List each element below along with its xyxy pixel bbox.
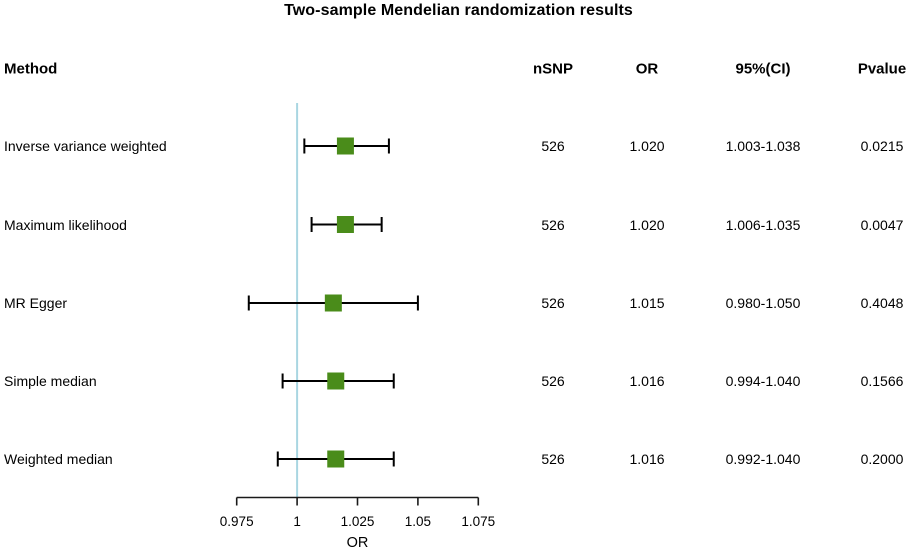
column-header-or: OR	[635, 60, 659, 78]
column-header-nsnp: nSNP	[532, 60, 574, 78]
point-estimate-marker	[327, 372, 345, 390]
row-nsnp-value: 526	[541, 138, 565, 154]
row-or-value: 1.016	[629, 451, 665, 467]
row-nsnp-value: 526	[541, 373, 565, 389]
row-ci-value: 0.994-1.040	[725, 373, 801, 389]
x-axis-tick-label: 1	[293, 514, 301, 529]
x-axis-tick-label: 1.025	[340, 514, 375, 529]
column-header-ci: 95%(CI)	[735, 60, 791, 78]
column-header-method: Method	[4, 60, 58, 78]
row-ci-value: 1.006-1.035	[725, 216, 801, 233]
row-method-label: Maximum likelihood	[4, 216, 127, 233]
row-or-value: 1.015	[629, 295, 665, 311]
row-or-value: 1.016	[629, 373, 665, 389]
x-axis-title: OR	[346, 535, 369, 551]
row-or-value: 1.020	[629, 138, 665, 154]
point-estimate-marker	[327, 450, 345, 468]
row-or-value: 1.020	[629, 216, 665, 233]
x-axis-tick-label: 1.05	[404, 514, 432, 529]
row-nsnp-value: 526	[541, 295, 565, 311]
row-method-label: Weighted median	[4, 451, 113, 467]
row-method-label: Inverse variance weighted	[4, 138, 167, 154]
row-method-label: MR Egger	[4, 295, 68, 311]
row-ci-value: 1.003-1.038	[725, 138, 801, 154]
row-pvalue-value: 0.2000	[860, 451, 904, 467]
row-pvalue-value: 0.1566	[860, 373, 904, 389]
row-pvalue-value: 0.0215	[860, 138, 904, 154]
point-estimate-marker	[336, 137, 354, 155]
row-nsnp-value: 526	[541, 216, 565, 233]
row-pvalue-value: 0.4048	[860, 295, 904, 311]
row-nsnp-value: 526	[541, 451, 565, 467]
x-axis-tick-label: 1.075	[461, 514, 496, 529]
point-estimate-marker	[324, 294, 342, 312]
row-ci-value: 0.980-1.050	[725, 295, 801, 311]
row-method-label: Simple median	[4, 373, 97, 389]
x-axis-tick-label: 0.975	[219, 514, 254, 529]
row-pvalue-value: 0.0047	[860, 216, 904, 233]
point-estimate-marker	[336, 216, 354, 233]
chart-title: Two-sample Mendelian randomization resul…	[284, 2, 633, 19]
column-header-pvalue: Pvalue	[857, 60, 907, 78]
row-ci-value: 0.992-1.040	[725, 451, 801, 467]
